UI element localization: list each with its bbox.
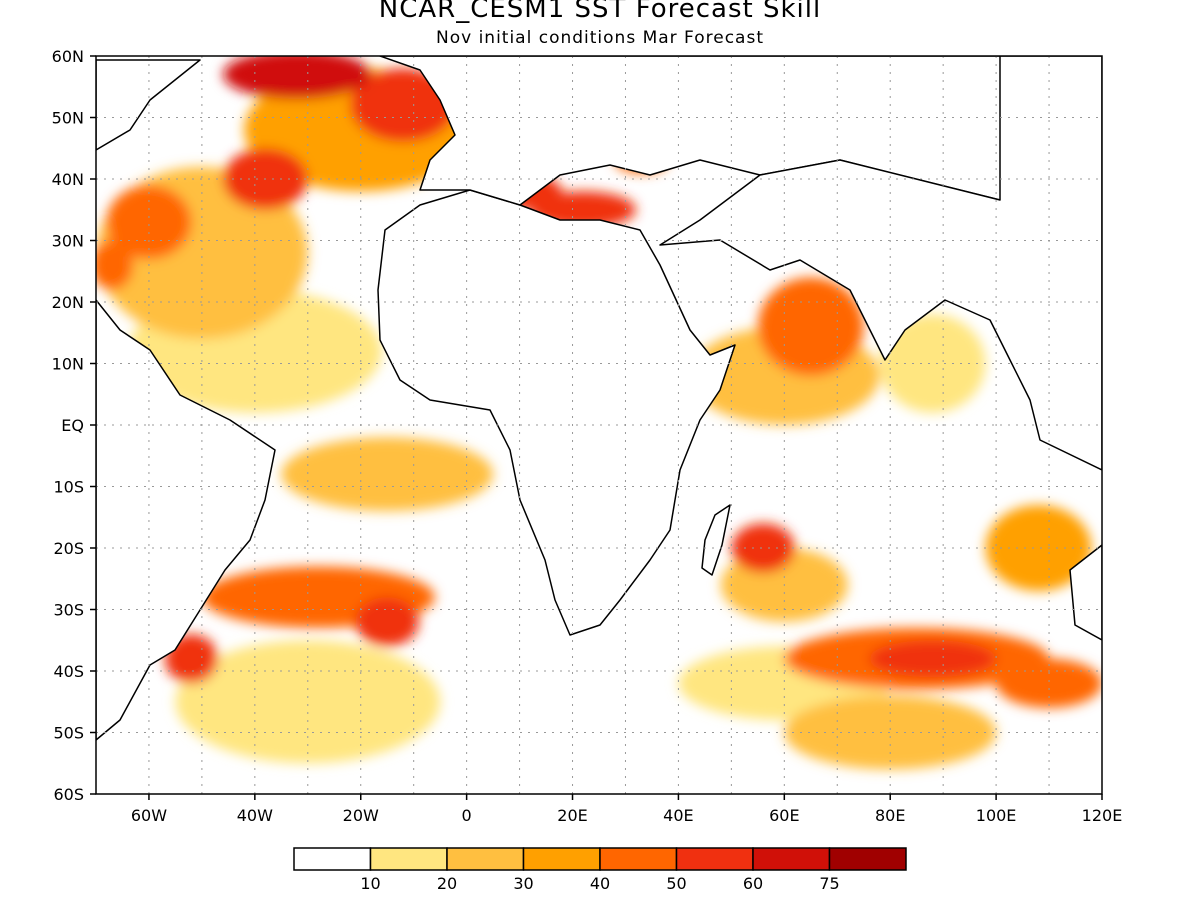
skill-region: [355, 597, 419, 647]
skill-region: [784, 695, 997, 770]
colorbar-label: 50: [666, 874, 686, 893]
colorbar-swatch: [675, 847, 754, 871]
lat-label: 60S: [53, 785, 84, 804]
lat-label: 50S: [53, 724, 84, 743]
lon-label: 60W: [131, 806, 167, 825]
skill-region: [223, 56, 372, 100]
lon-label: 0: [462, 806, 472, 825]
skill-region: [996, 658, 1102, 708]
lat-label: 60N: [52, 47, 84, 66]
lat-label: 20S: [53, 539, 84, 558]
skill-region: [281, 437, 494, 512]
lat-label: 20N: [52, 293, 84, 312]
madagascar-coastline: [701, 504, 731, 576]
skill-region: [96, 240, 134, 290]
colorbar-label: 10: [360, 874, 380, 893]
latitude-labels: 60N 50N 40N 30N 20N 10N EQ 10S 20S 30S 40S 50S 60S: [52, 47, 96, 804]
colorbar-swatch: [599, 847, 678, 871]
north-america-coastline: [96, 59, 201, 151]
colorbar-swatch: [522, 847, 601, 871]
lon-label: 40E: [663, 806, 693, 825]
lat-label: 50N: [52, 109, 84, 128]
colorbar-label: 75: [819, 874, 839, 893]
skill-region: [757, 277, 864, 376]
colorbar-swatch: [828, 847, 907, 871]
map-subtitle: Nov initial conditions Mar Forecast: [435, 28, 764, 48]
colorbar-label: 60: [743, 874, 763, 893]
lat-label: 40N: [52, 170, 84, 189]
lat-label: 30S: [53, 601, 84, 620]
skill-region: [879, 314, 986, 413]
lat-label: 10N: [52, 355, 84, 374]
skill-region: [350, 68, 457, 143]
lon-label: 40W: [237, 806, 273, 825]
lat-label: EQ: [61, 416, 84, 435]
map-title: NCAR_CESM1 SST Forecast Skill: [378, 0, 822, 24]
lon-label: 80E: [875, 806, 905, 825]
colorbar-swatch: [752, 847, 831, 871]
colorbar-swatch: [293, 847, 372, 871]
lon-label: 20W: [343, 806, 379, 825]
lat-label: 30N: [52, 232, 84, 251]
skill-region: [731, 523, 795, 573]
graticule: [96, 56, 1102, 794]
africa-coastline: [377, 189, 736, 636]
lon-label: 120E: [1082, 806, 1123, 825]
australia-coastline: [1069, 544, 1102, 641]
colorbar-swatch: [446, 847, 525, 871]
europe-coastline: [379, 56, 1102, 206]
skill-region: [106, 185, 192, 259]
arabia-india-coastline: [659, 56, 1102, 471]
colorbar: 10 20 30 40 50 60 75: [293, 847, 907, 893]
lon-label: 60E: [769, 806, 799, 825]
longitude-labels: 60W 40W 20W 0 20E 40E 60E 80E 100E 120E: [131, 794, 1122, 825]
colorbar-label: 40: [590, 874, 610, 893]
colorbar-swatch: [369, 847, 448, 871]
south-america-coastline: [96, 299, 276, 741]
lon-label: 20E: [557, 806, 587, 825]
lat-label: 10S: [53, 478, 84, 497]
colorbar-label: 20: [437, 874, 457, 893]
lon-label: 100E: [976, 806, 1017, 825]
lat-label: 40S: [53, 662, 84, 681]
skill-region: [869, 640, 997, 678]
skill-region: [985, 504, 1092, 592]
colorbar-label: 30: [513, 874, 533, 893]
coastline-layer: [96, 56, 1102, 741]
